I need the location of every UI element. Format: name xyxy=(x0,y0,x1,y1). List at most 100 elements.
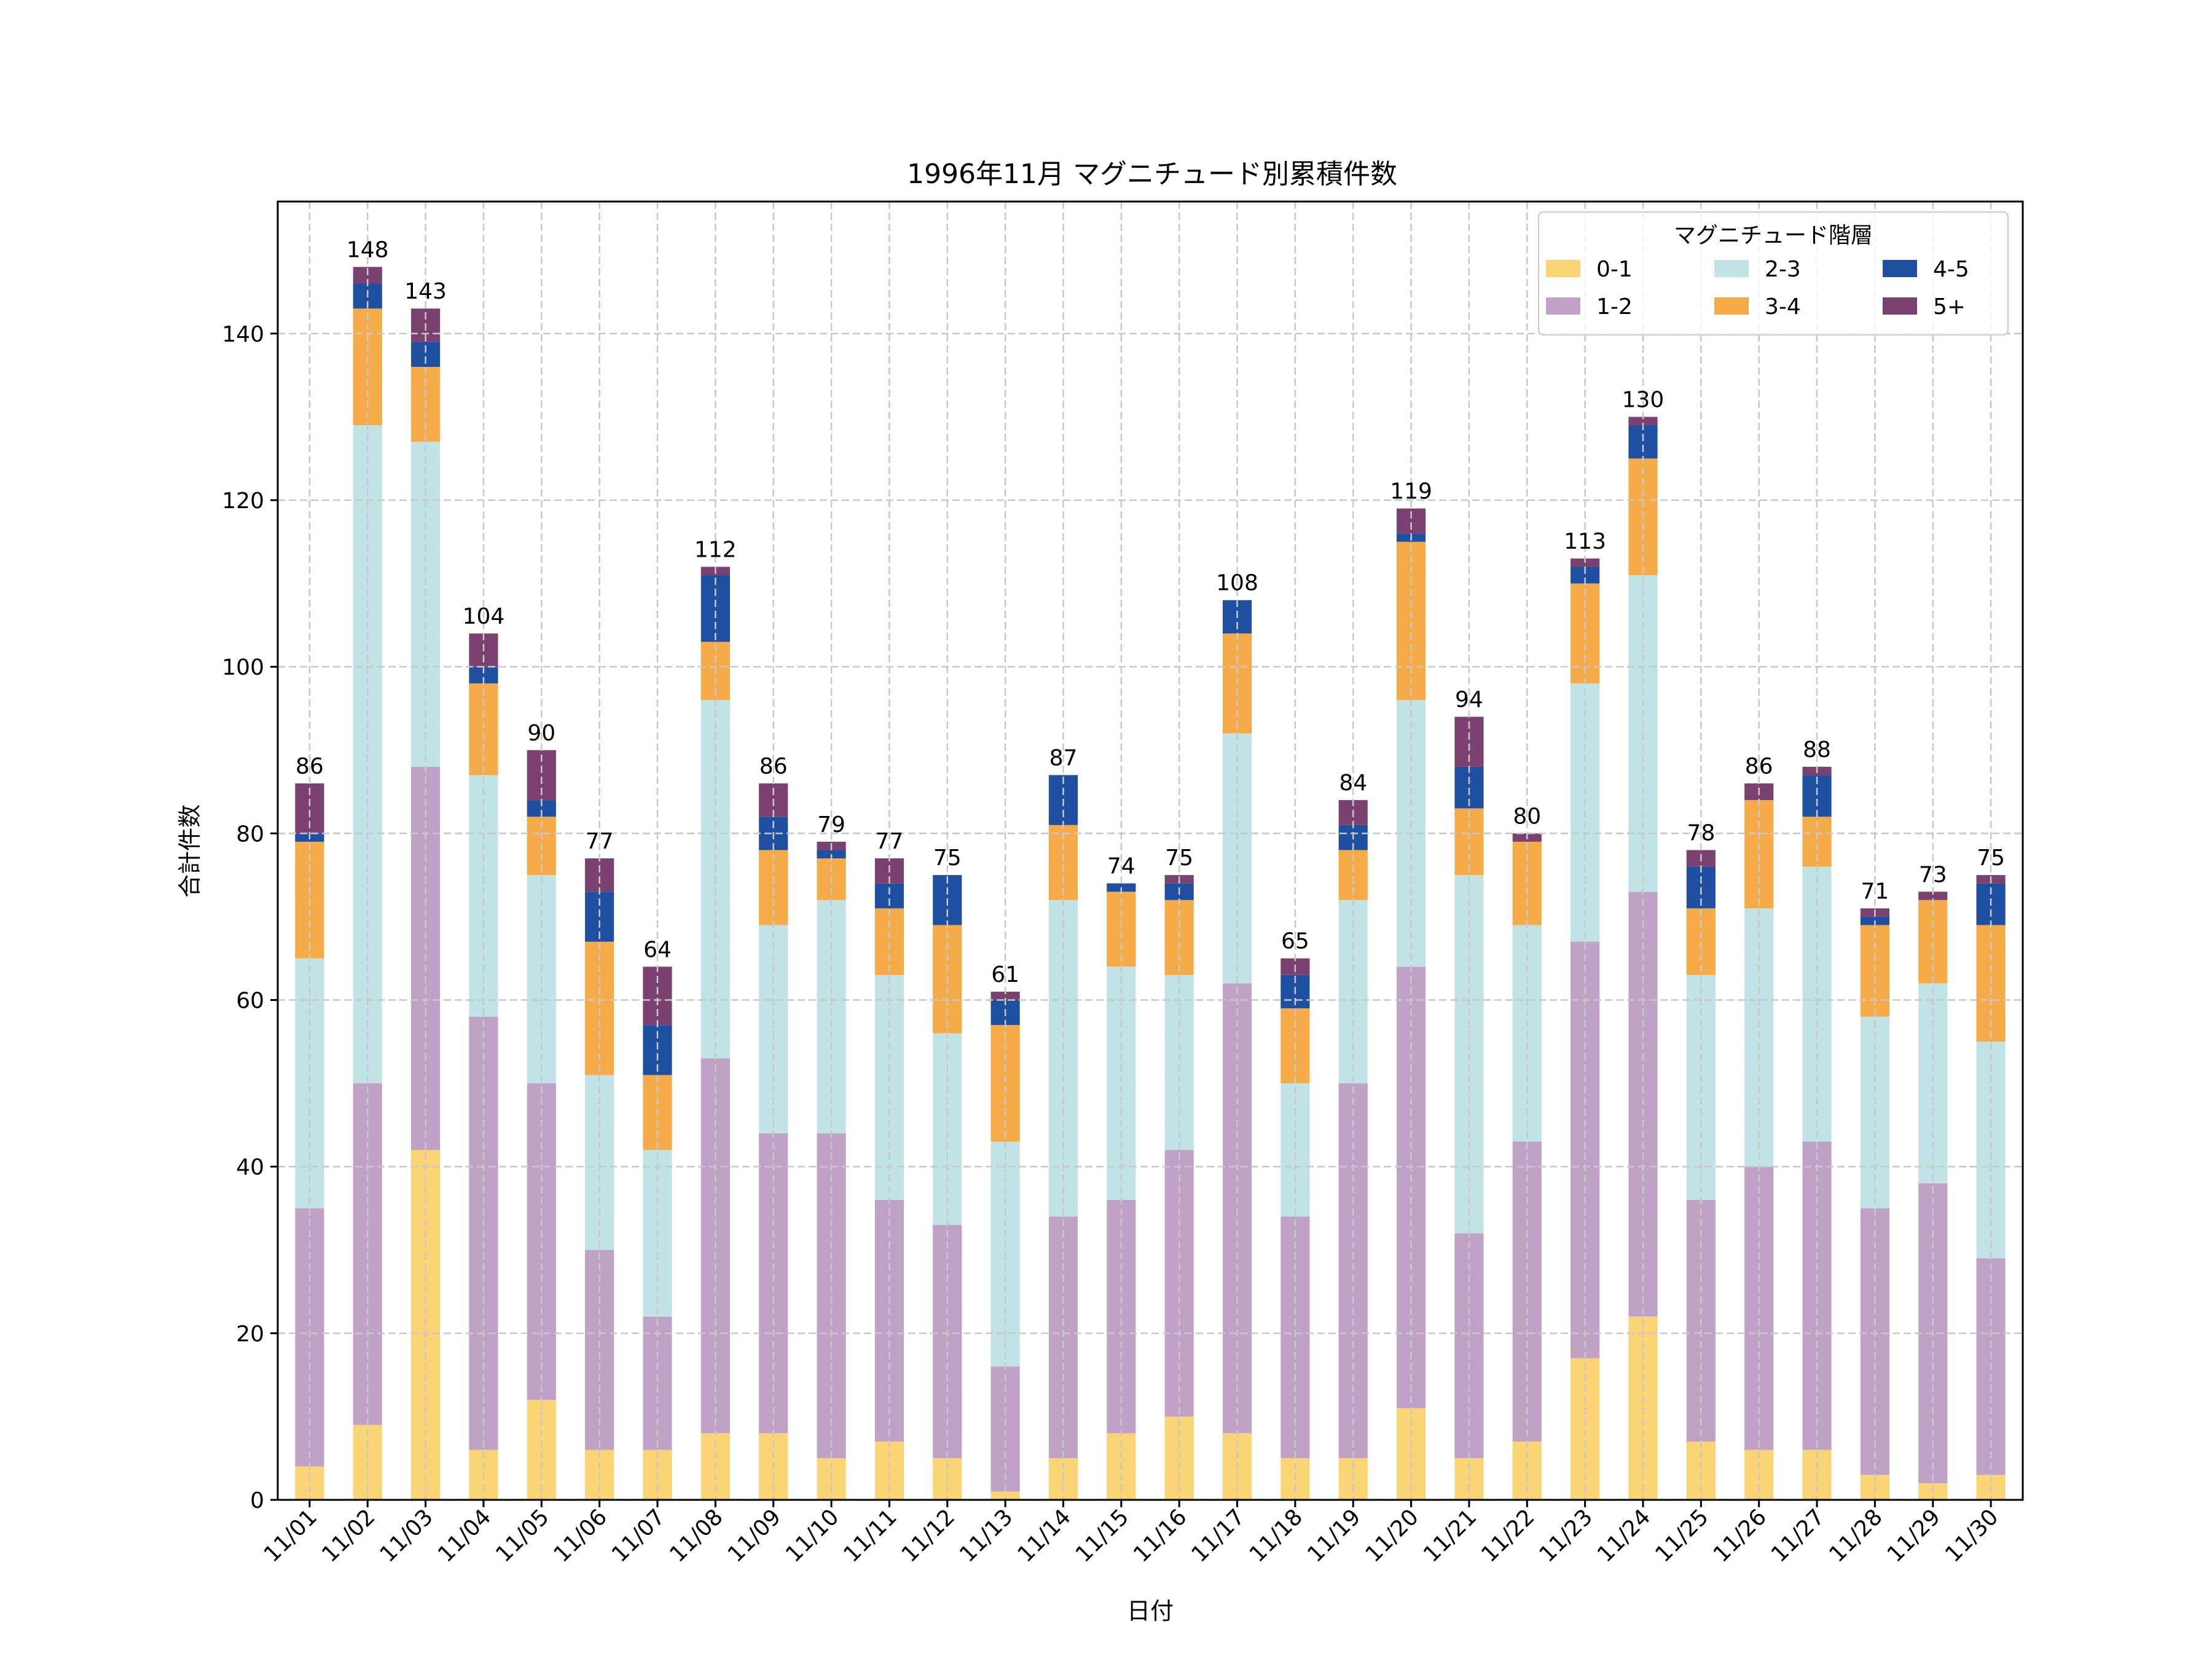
x-tick-label: 11/01 xyxy=(259,1504,322,1567)
x-tick-label: 11/18 xyxy=(1245,1504,1308,1567)
total-label: 71 xyxy=(1861,879,1889,904)
legend-swatch-3-4 xyxy=(1714,297,1749,315)
legend-label: 0-1 xyxy=(1596,257,1633,282)
y-tick-label: 0 xyxy=(250,1488,264,1513)
bar-segment-1-2 xyxy=(585,1250,614,1450)
x-tick-label: 11/02 xyxy=(317,1504,380,1567)
bar-segment-2-3 xyxy=(817,900,846,1134)
total-label: 61 xyxy=(991,962,1019,987)
bar-segment-1-2 xyxy=(1107,1199,1136,1433)
x-tick-label: 11/23 xyxy=(1535,1504,1598,1567)
y-tick-label: 100 xyxy=(222,655,264,680)
x-tick-label: 11/05 xyxy=(491,1504,554,1567)
x-tick-label: 11/10 xyxy=(781,1504,844,1567)
x-tick-label: 11/22 xyxy=(1477,1504,1539,1567)
total-label: 88 xyxy=(1803,737,1831,763)
total-label: 74 xyxy=(1107,854,1135,879)
total-label: 148 xyxy=(347,237,389,262)
x-tick-label: 11/11 xyxy=(839,1504,901,1567)
legend-label: 5+ xyxy=(1933,294,1966,320)
data-labels: 86 148 143 104 90 77 64 112 86 79 77 75 61 87 74 75 108 6… xyxy=(296,237,2005,987)
legend-title: マグニチュード階層 xyxy=(1674,223,1873,248)
legend-swatch-0-1 xyxy=(1546,260,1580,277)
x-tick-label: 11/09 xyxy=(723,1504,786,1567)
total-label: 86 xyxy=(296,754,324,779)
total-label: 130 xyxy=(1622,387,1665,412)
y-tick-label: 120 xyxy=(222,488,264,514)
x-tick-label: 11/20 xyxy=(1361,1504,1424,1567)
x-tick-label: 11/19 xyxy=(1303,1504,1365,1567)
y-tick-label: 40 xyxy=(236,1155,264,1180)
total-label: 84 xyxy=(1339,771,1367,796)
bar-segment-2-3 xyxy=(933,1033,962,1225)
x-tick-label: 11/21 xyxy=(1419,1504,1481,1567)
total-label: 77 xyxy=(876,829,904,854)
x-tick-label: 11/07 xyxy=(607,1504,670,1567)
y-tick-label: 20 xyxy=(236,1322,264,1347)
total-label: 65 xyxy=(1281,929,1309,954)
total-label: 75 xyxy=(1165,845,1193,871)
y-axis: 0 20 40 60 80 100 120 140 xyxy=(222,322,278,1513)
total-label: 113 xyxy=(1564,529,1606,554)
x-tick-label: 11/15 xyxy=(1071,1504,1134,1567)
bar-segment-1-2 xyxy=(1164,1150,1194,1417)
y-tick-label: 80 xyxy=(236,822,264,847)
x-tick-label: 11/13 xyxy=(955,1504,1018,1567)
total-label: 94 xyxy=(1455,688,1483,713)
bar-segment-3-4 xyxy=(1454,808,1484,876)
bar-segment-1-2 xyxy=(759,1133,788,1433)
bar-segment-2-3 xyxy=(1281,1083,1310,1217)
x-tick-label: 11/30 xyxy=(1940,1504,2003,1567)
total-label: 79 xyxy=(817,812,845,837)
legend-swatch-2-3 xyxy=(1714,260,1749,277)
legend: マグニチュード階層 0-1 1-2 2-3 3-4 4-5 5+ xyxy=(1537,211,2009,336)
bar-segment-5+ xyxy=(1628,417,1658,425)
bar-segment-5+ xyxy=(1918,892,1948,900)
x-tick-label: 11/17 xyxy=(1187,1504,1250,1567)
bar-segment-5+ xyxy=(585,858,614,892)
legend-label: 4-5 xyxy=(1933,257,1969,282)
bar-segment-4-5 xyxy=(700,575,730,642)
x-tick-label: 11/29 xyxy=(1883,1504,1945,1567)
legend-label: 3-4 xyxy=(1765,294,1801,320)
x-tick-label: 11/04 xyxy=(433,1504,496,1567)
chart-title: 1996年11月 マグニチュード別累積件数 xyxy=(907,159,1397,190)
x-tick-label: 11/16 xyxy=(1129,1504,1191,1567)
total-label: 108 xyxy=(1216,571,1258,596)
bar-segment-3-4 xyxy=(585,941,614,1075)
bar-segment-4-5 xyxy=(1628,425,1658,459)
total-label: 90 xyxy=(527,721,555,746)
total-label: 75 xyxy=(1977,845,2005,871)
x-tick-label: 11/06 xyxy=(549,1504,612,1567)
bar-segment-3-4 xyxy=(1686,908,1716,975)
x-tick-label: 11/25 xyxy=(1650,1504,1713,1567)
bar-segment-1-2 xyxy=(643,1316,672,1450)
x-tick-label: 11/28 xyxy=(1824,1504,1887,1567)
legend-label: 2-3 xyxy=(1765,257,1801,282)
legend-label: 1-2 xyxy=(1596,294,1633,320)
total-label: 64 xyxy=(643,937,672,962)
plot-frame xyxy=(276,200,2024,1501)
bars xyxy=(295,267,2006,1500)
bar-segment-2-3 xyxy=(1918,983,1948,1183)
total-label: 104 xyxy=(463,604,505,629)
bar-segment-5+ xyxy=(990,991,1020,1000)
x-tick-label: 11/14 xyxy=(1013,1504,1075,1567)
x-tick-label: 11/08 xyxy=(665,1504,728,1567)
total-label: 143 xyxy=(404,279,447,304)
legend-swatch-4-5 xyxy=(1883,260,1917,277)
y-tick-label: 60 xyxy=(236,989,264,1014)
total-label: 80 xyxy=(1513,804,1541,829)
total-label: 119 xyxy=(1390,479,1432,504)
x-tick-label: 11/03 xyxy=(375,1504,438,1567)
bar-segment-0-1 xyxy=(527,1400,556,1500)
legend-swatch-1-2 xyxy=(1546,297,1580,315)
total-label: 75 xyxy=(933,845,962,871)
bar-segment-3-4 xyxy=(1396,541,1426,700)
total-label: 73 xyxy=(1919,862,1947,887)
total-label: 86 xyxy=(1745,754,1773,779)
bar-segment-0-1 xyxy=(295,1466,324,1500)
total-label: 87 xyxy=(1049,745,1078,771)
x-axis: 11/0111/0211/0311/0411/0511/0611/0711/08… xyxy=(259,1500,2003,1567)
